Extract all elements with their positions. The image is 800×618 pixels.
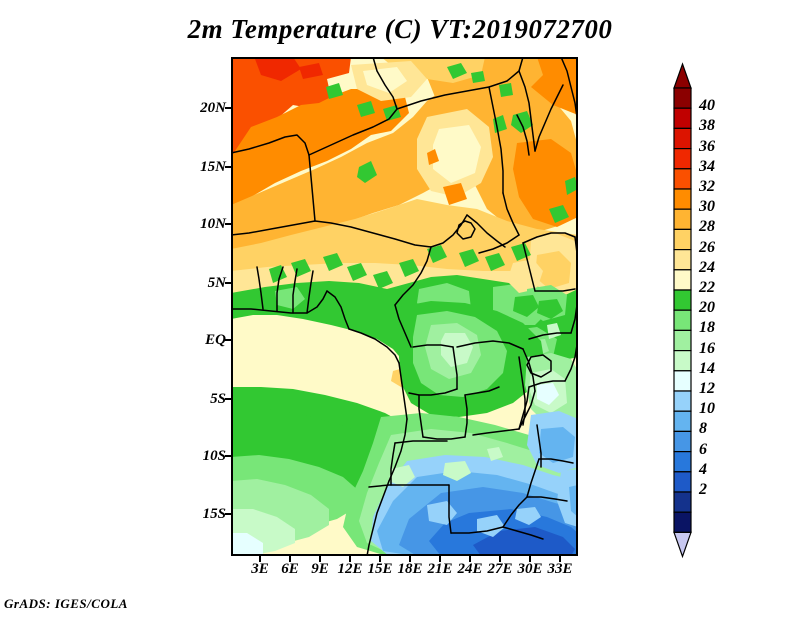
page-title: 2m Temperature (C) VT:2019072700 <box>187 14 613 44</box>
x-tick-6E <box>289 556 291 562</box>
x-tick-3E <box>259 556 261 562</box>
colorbar-tick-label-24: 24 <box>699 258 715 276</box>
x-tick-30E <box>529 556 531 562</box>
colorbar-band <box>673 269 692 291</box>
colorbar-tick-label-34: 34 <box>699 157 715 175</box>
x-tick-label-12E: 12E <box>337 561 363 577</box>
colorbar-band <box>673 511 692 534</box>
colorbar-tick-label-22: 22 <box>699 279 715 296</box>
colorbar-band <box>673 471 692 493</box>
x-tick-33E <box>559 556 561 562</box>
colorbar-cap-top <box>673 62 692 89</box>
colorbar-band <box>673 228 692 251</box>
map-svg <box>231 57 578 556</box>
colorbar-cap-bottom <box>673 531 692 559</box>
colorbar-band <box>673 127 692 150</box>
y-tick-label-5S: 5S <box>210 391 226 407</box>
y-tick-EQ <box>225 339 231 341</box>
colorbar-tick-label-40: 40 <box>699 97 715 115</box>
y-tick-label-EQ: EQ <box>205 332 226 348</box>
colorbar-tick-label-4: 4 <box>699 460 707 478</box>
colorbar-band <box>673 168 692 190</box>
x-tick-label-6E: 6E <box>281 561 299 577</box>
x-tick-label-27E: 27E <box>487 561 513 577</box>
x-tick-24E <box>469 556 471 562</box>
y-tick-10S <box>225 455 231 457</box>
colorbar-band <box>673 350 692 372</box>
x-tick-18E <box>409 556 411 562</box>
colorbar-band <box>673 430 692 453</box>
colorbar-band <box>673 410 692 433</box>
x-tick-label-9E: 9E <box>311 561 329 577</box>
x-tick-label-15E: 15E <box>367 561 393 577</box>
colorbar-band <box>673 289 692 311</box>
x-tick-12E <box>349 556 351 562</box>
colorbar-tick-label-14: 14 <box>699 359 715 377</box>
x-tick-27E <box>499 556 501 562</box>
y-tick-label-5N: 5N <box>207 275 226 291</box>
y-tick-15N <box>225 166 231 168</box>
colorbar-band <box>673 491 692 513</box>
y-tick-label-20N: 20N <box>200 100 226 116</box>
x-tick-label-33E: 33E <box>547 561 573 577</box>
colorbar-band <box>673 208 692 230</box>
colorbar-band <box>673 107 692 130</box>
colorbar-tick-label-12: 12 <box>699 380 715 397</box>
colorbar-band <box>673 87 692 109</box>
y-tick-15S <box>225 513 231 515</box>
footer-credit: GrADS: IGES/COLA <box>4 596 128 611</box>
colorbar-band <box>673 370 692 392</box>
colorbar-tick-label-16: 16 <box>699 339 715 357</box>
x-tick-label-3E: 3E <box>251 561 269 577</box>
x-tick-label-21E: 21E <box>427 561 453 577</box>
colorbar-tick-label-38: 38 <box>699 117 715 135</box>
y-tick-label-10N: 10N <box>200 216 226 232</box>
y-tick-20N <box>225 107 231 109</box>
colorbar-band <box>673 309 692 331</box>
colorbar-band <box>673 188 692 210</box>
colorbar-band <box>673 390 692 412</box>
x-tick-15E <box>379 556 381 562</box>
x-tick-label-24E: 24E <box>457 561 483 577</box>
y-tick-5N <box>225 282 231 284</box>
colorbar: 40 38 36 34 32 30 28 26 24 22 20 18 16 14 12 10 8 6 4 2 <box>668 60 788 560</box>
x-tick-label-30E: 30E <box>517 561 543 577</box>
temperature-map <box>231 57 578 556</box>
colorbar-tick-label-6: 6 <box>699 440 707 458</box>
colorbar-tick-label-2: 2 <box>699 481 707 498</box>
colorbar-tick-label-8: 8 <box>699 420 707 438</box>
x-tick-9E <box>319 556 321 562</box>
x-tick-label-18E: 18E <box>397 561 423 577</box>
colorbar-tick-label-36: 36 <box>699 137 715 155</box>
colorbar-band <box>673 147 692 170</box>
colorbar-tick-label-10: 10 <box>699 400 715 418</box>
colorbar-band <box>673 451 692 473</box>
colorbar-tick-label-32: 32 <box>699 178 715 195</box>
y-tick-5S <box>225 398 231 400</box>
colorbar-band <box>673 249 692 271</box>
y-tick-label-15S: 15S <box>202 506 226 522</box>
x-tick-21E <box>439 556 441 562</box>
colorbar-tick-label-20: 20 <box>699 299 715 317</box>
colorbar-band <box>673 329 692 352</box>
colorbar-tick-label-18: 18 <box>699 319 715 337</box>
y-tick-label-15N: 15N <box>200 159 226 175</box>
y-tick-10N <box>225 223 231 225</box>
colorbar-svg <box>673 62 692 559</box>
y-tick-label-10S: 10S <box>202 448 226 464</box>
colorbar-tick-label-26: 26 <box>699 238 715 256</box>
y-axis-labels: 20N 15N 10N 5N EQ 5S 10S 15S <box>150 0 226 618</box>
colorbar-tick-label-30: 30 <box>699 198 715 216</box>
colorbar-tick-label-28: 28 <box>699 218 715 236</box>
